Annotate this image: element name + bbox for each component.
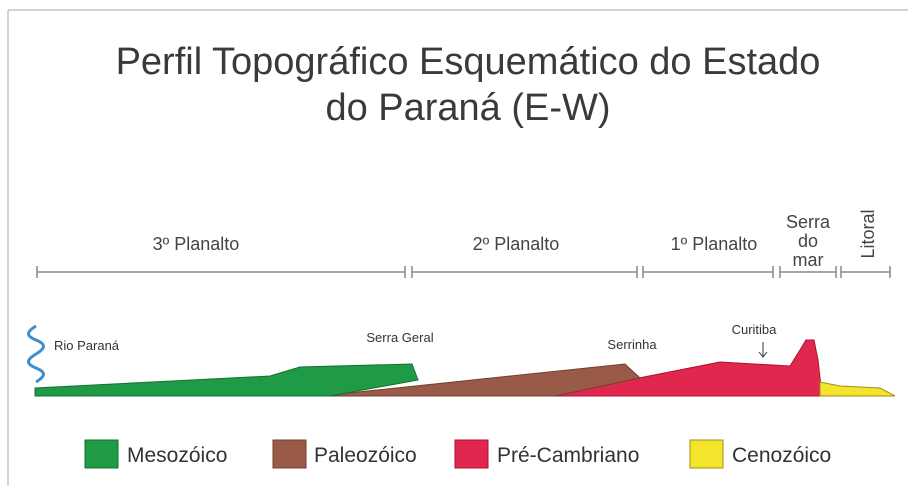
region-brackets: [36, 266, 891, 278]
region-label: Litoral: [858, 209, 878, 258]
region-label: 3º Planalto: [153, 234, 240, 254]
place-label: Serra Geral: [366, 330, 433, 345]
region-label: Serra: [786, 212, 831, 232]
legend-label: Cenozóico: [732, 444, 831, 467]
legend-swatch: [454, 439, 489, 469]
legend-label: Paleozóico: [314, 444, 417, 467]
legend-swatch: [689, 439, 724, 469]
region-label: 1º Planalto: [671, 234, 758, 254]
legend-label: Mesozóico: [127, 444, 227, 467]
legend-swatch: [272, 439, 307, 469]
region-label: mar: [793, 250, 824, 270]
region-label: 2º Planalto: [473, 234, 560, 254]
legend-label: Pré-Cambriano: [497, 444, 639, 467]
title-line: do Paraná (E-W): [325, 87, 610, 129]
legend: Mesozóico Paleozóico Pré-Cambriano Cenoz…: [84, 439, 831, 469]
place-label: Serrinha: [607, 337, 657, 352]
title-line: Perfil Topográfico Esquemático do Estado: [116, 41, 821, 83]
place-label: Curitiba: [732, 322, 778, 337]
region-label: do: [798, 231, 818, 251]
profile: [27, 324, 896, 397]
place-label: Rio Paraná: [54, 338, 120, 353]
legend-swatch: [84, 439, 119, 469]
